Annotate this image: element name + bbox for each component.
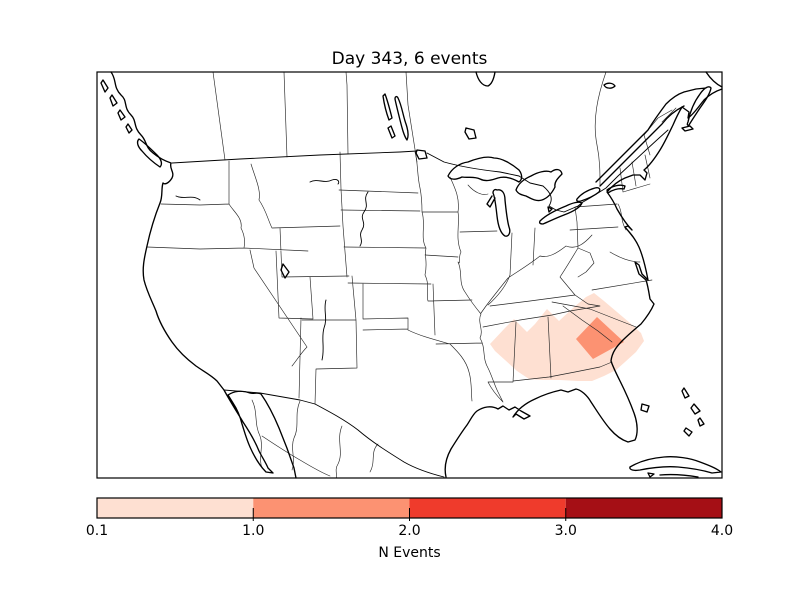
event-region-dark [576,317,624,359]
colorbar: 0.1 1.0 2.0 3.0 4.0 N Events [86,497,733,561]
colorbar-segment-2 [253,498,410,518]
great-salt-lake [280,263,290,279]
colorbar-label: N Events [378,545,440,561]
colorbar-tick-3: 3.0 [555,523,577,539]
us-mexico-border [223,389,445,478]
colorbar-tick-1: 1.0 [242,523,264,539]
mexico-state-borders [251,399,379,479]
colorbar-tick-marks [252,508,567,521]
colorbar-outline [96,497,723,519]
plot-title: Day 343, 6 events [332,49,488,69]
colorbar-tick-0: 0.1 [86,523,108,539]
coastline-pacific [110,71,297,479]
great-lakes [447,156,601,237]
rivers [175,179,369,361]
colorbar-tick-2: 2.0 [398,523,420,539]
colorbar-tick-4: 4.0 [711,523,733,539]
vancouver-island [136,138,163,168]
event-shaded-regions [490,293,644,381]
pacific-coast-islands [100,79,133,134]
us-canada-border [171,129,669,213]
colorbar-segment-3 [409,498,566,518]
canadian-lakes [382,93,477,160]
coastline-atlantic-gulf [444,88,723,478]
event-region-light [490,293,644,381]
cuba [629,456,722,478]
florida-lake-okeechobee [640,403,650,413]
us-state-borders [146,151,653,405]
colorbar-segment-1 [97,498,254,518]
canada-province-borders [212,71,677,186]
colorbar-segment-4 [565,498,722,518]
long-island [606,184,626,194]
bahamas-islands [681,387,705,437]
james-bay [475,71,496,87]
map-frame [96,71,723,479]
st-lawrence-and-gulf [595,71,723,187]
